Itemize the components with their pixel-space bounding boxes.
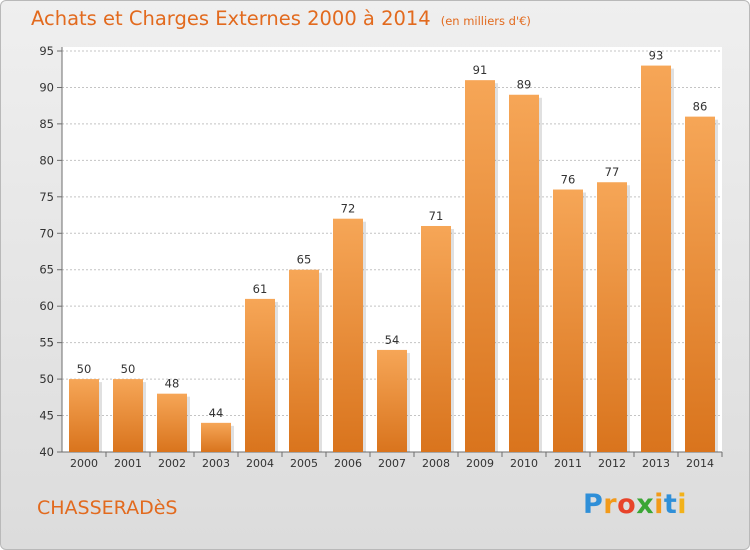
bar xyxy=(377,349,407,452)
x-tick-label: 2012 xyxy=(598,457,626,470)
y-tick-label: 90 xyxy=(39,80,54,94)
bar xyxy=(465,80,495,452)
bar-value-label: 76 xyxy=(561,173,576,187)
bar xyxy=(245,298,275,452)
bar-value-label: 89 xyxy=(517,78,532,92)
chart-title-text: Achats et Charges Externes 2000 à 2014 xyxy=(31,7,431,30)
bar-value-label: 77 xyxy=(605,165,620,179)
bar xyxy=(289,269,319,452)
logo-letter: t xyxy=(663,489,678,520)
bar xyxy=(113,379,143,452)
logo-letter: x xyxy=(636,489,655,520)
bar xyxy=(69,379,99,452)
x-tick-label: 2002 xyxy=(158,457,186,470)
bar xyxy=(597,182,627,452)
y-tick-label: 75 xyxy=(39,190,54,204)
y-tick-label: 45 xyxy=(39,409,54,423)
y-tick-label: 40 xyxy=(39,445,54,459)
x-tick-label: 2006 xyxy=(334,457,362,470)
y-tick-label: 55 xyxy=(39,336,54,350)
bar-value-label: 91 xyxy=(473,63,488,77)
bar xyxy=(553,189,583,452)
x-tick-label: 2005 xyxy=(290,457,318,470)
y-tick-label: 80 xyxy=(39,153,54,167)
bar-value-label: 86 xyxy=(693,100,708,114)
x-tick-label: 2007 xyxy=(378,457,406,470)
bar-value-label: 61 xyxy=(253,282,268,296)
bar-value-label: 54 xyxy=(385,333,400,347)
bar xyxy=(641,65,671,452)
x-tick-label: 2014 xyxy=(686,457,714,470)
proxiti-logo: Proxiti xyxy=(583,489,687,520)
y-tick-label: 60 xyxy=(39,299,54,313)
bar-value-label: 50 xyxy=(121,362,136,376)
logo-letter: i xyxy=(654,489,664,520)
bar-value-label: 50 xyxy=(77,362,92,376)
y-tick-label: 65 xyxy=(39,263,54,277)
bar-value-label: 48 xyxy=(165,377,180,391)
x-tick-label: 2008 xyxy=(422,457,450,470)
bar-value-label: 44 xyxy=(209,406,224,420)
logo-letter: P xyxy=(583,489,604,520)
y-tick-label: 50 xyxy=(39,372,54,386)
bar-value-label: 93 xyxy=(649,49,664,63)
bar xyxy=(685,116,715,453)
x-tick-label: 2000 xyxy=(70,457,98,470)
chart-title: Achats et Charges Externes 2000 à 2014 (e… xyxy=(31,7,531,30)
x-tick-label: 2004 xyxy=(246,457,274,470)
bar xyxy=(333,218,363,452)
bar xyxy=(421,225,451,452)
bar-value-label: 71 xyxy=(429,209,444,223)
bar xyxy=(201,422,231,452)
logo-letter: o xyxy=(617,489,637,520)
bar-value-label: 72 xyxy=(341,202,356,216)
x-tick-label: 2011 xyxy=(554,457,582,470)
bar xyxy=(157,393,187,452)
bar-value-label: 65 xyxy=(297,253,312,267)
x-tick-label: 2003 xyxy=(202,457,230,470)
y-tick-label: 70 xyxy=(39,226,54,240)
bar xyxy=(509,94,539,452)
x-tick-label: 2009 xyxy=(466,457,494,470)
x-tick-label: 2001 xyxy=(114,457,142,470)
y-tick-label: 95 xyxy=(39,44,54,58)
chart-subtitle: (en milliers d'€) xyxy=(440,14,531,28)
y-tick-label: 85 xyxy=(39,117,54,131)
x-tick-label: 2013 xyxy=(642,457,670,470)
logo-letter: i xyxy=(677,489,688,520)
logo-letter: r xyxy=(603,489,618,520)
commune-name: CHASSERADèS xyxy=(37,497,178,519)
x-tick-label: 2010 xyxy=(510,457,538,470)
